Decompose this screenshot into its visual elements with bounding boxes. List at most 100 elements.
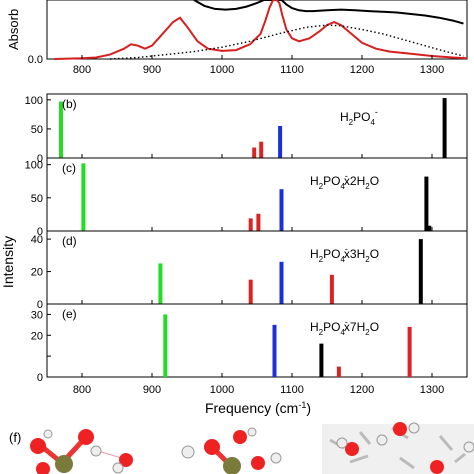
panel-b-frame (46, 93, 468, 159)
panel-e-x-tick-label: 1200 (350, 384, 374, 396)
panel-d-frame (46, 230, 468, 305)
panel-d-y-tick-label: 40 (31, 234, 43, 246)
panel-d-bar (279, 261, 284, 304)
hydrogen-atom (112, 462, 124, 474)
panel-a-x-tick-label: 1200 (350, 64, 374, 76)
panel-d-formula: H2PO4-x3H2O (310, 244, 379, 264)
panel-e-bar (407, 326, 412, 377)
panel-b-bar (259, 141, 264, 158)
panel-a-y-ticks: 0.0 (28, 54, 51, 66)
formula-part: x2H (344, 174, 365, 188)
formula-part: x7H (344, 320, 365, 334)
panel-a-x-tick-label: 800 (73, 64, 91, 76)
panel-c-formula: H2PO4-x2H2O (310, 171, 379, 191)
panel-e-x-tick-label: 1300 (420, 384, 444, 396)
formula-part: PO (323, 174, 340, 188)
panel-e-bar (163, 314, 168, 377)
hydrogen-atom (247, 427, 257, 437)
panel-a-series-line-2 (53, 0, 468, 60)
oxygen-atom (233, 430, 247, 444)
formula-part: PO (323, 247, 340, 261)
oxygen-atom (30, 438, 46, 454)
panel-e-formula: H2PO4-x7H2O (310, 317, 379, 337)
formula-part: 2 (319, 328, 324, 337)
panel-e-bar (319, 343, 324, 377)
x-axis-title: Frequency (cm-1) (205, 400, 311, 416)
formula-part: PO (353, 110, 370, 124)
panel-a-frame (46, 0, 468, 60)
panel-d-bar (418, 239, 423, 304)
oxygen-atom (393, 422, 407, 436)
formula-part: H (310, 174, 319, 188)
formula-part: 2 (365, 328, 370, 337)
hydrogen-atom (43, 429, 53, 439)
panel-e-label: (e) (62, 307, 77, 321)
panel-c-y-tick-label: 100 (25, 160, 43, 172)
panel-b-label: (b) (62, 97, 77, 111)
formula-part: 4 (340, 255, 345, 264)
hydrogen-atom (408, 422, 420, 434)
panel-c-label: (c) (62, 161, 76, 175)
shared-y-axis-title: Intensity (0, 236, 16, 288)
formula-part: - (375, 107, 378, 117)
formula-part: - (345, 244, 348, 254)
phosphorus-atom (223, 457, 241, 474)
panel-e-y-tick-label: 30 (31, 309, 43, 321)
panel-a: 0.0 800 900 1000 1100 1200 1300 Absorb (6, 0, 468, 76)
panel-c-bar (256, 213, 261, 231)
formula-part: 4 (340, 328, 345, 337)
panel-d-y-tick-label: 20 (31, 267, 43, 279)
panel-f-label: (f) (9, 430, 21, 445)
snapshot-2 (181, 427, 282, 474)
panel-b-y-tick-label: 100 (25, 95, 43, 107)
panel-a-x-ticks: 800 900 1000 1100 1200 1300 (73, 55, 444, 76)
panel-a-series-line-1 (193, 0, 464, 25)
panel-b-formula: H2PO4- (340, 107, 378, 127)
hydrogen-atom (181, 445, 195, 459)
oxygen-atom (36, 462, 50, 474)
oxygen-atom (345, 442, 359, 456)
panel-e-x-tick-label: 1000 (210, 384, 234, 396)
panel-a-y-title: Absorb (6, 9, 21, 50)
formula-part: H (310, 247, 319, 261)
panel-a-x-tick-label: 1300 (420, 64, 444, 76)
formula-part: O (370, 320, 379, 334)
formula-part: H (310, 320, 319, 334)
formula-part: 2 (365, 255, 370, 264)
x-axis-title-end: ) (306, 400, 311, 416)
panel-d-bar (158, 263, 163, 304)
oxygen-atom (251, 456, 265, 470)
hydrogen-atom (376, 434, 388, 446)
panel-e-x-tick-label: 900 (143, 384, 161, 396)
panel-b-bar (278, 126, 283, 158)
formula-part: O (370, 247, 379, 261)
panel-d-bar (329, 274, 334, 304)
panel-a-x-tick-label: 1100 (280, 64, 304, 76)
panel-e-y-tick-label: 20 (31, 330, 43, 342)
hydrogen-atom (336, 437, 348, 449)
hydrogen-atom (270, 452, 282, 464)
formula-part: - (345, 171, 348, 181)
panel-c-bar (424, 176, 429, 231)
panel-b-bar (442, 98, 447, 158)
panel-b-bar (252, 147, 257, 158)
formula-part: 2 (319, 255, 324, 264)
panel-c-bar (427, 225, 432, 231)
formula-part: - (345, 317, 348, 327)
panel-a-series (53, 0, 468, 60)
panel-b-y-tick-label: 0 (37, 153, 43, 165)
hydrogen-atom (463, 441, 474, 453)
panel-b: 0 50 100 (b) H2PO4- (25, 93, 468, 165)
panel-d-y-tick-label: 0 (37, 299, 43, 311)
formula-part: 2 (319, 182, 324, 191)
panel-d-bar (248, 279, 253, 304)
panel-a-x-tick-label: 900 (143, 64, 161, 76)
panel-c-bar (248, 218, 253, 231)
panel-a-x-tick-label: 1000 (210, 64, 234, 76)
panel-e-y-tick-label: 0 (37, 372, 43, 384)
panel-e-x-tick-label: 1100 (280, 384, 304, 396)
panel-e-bar (336, 366, 341, 377)
